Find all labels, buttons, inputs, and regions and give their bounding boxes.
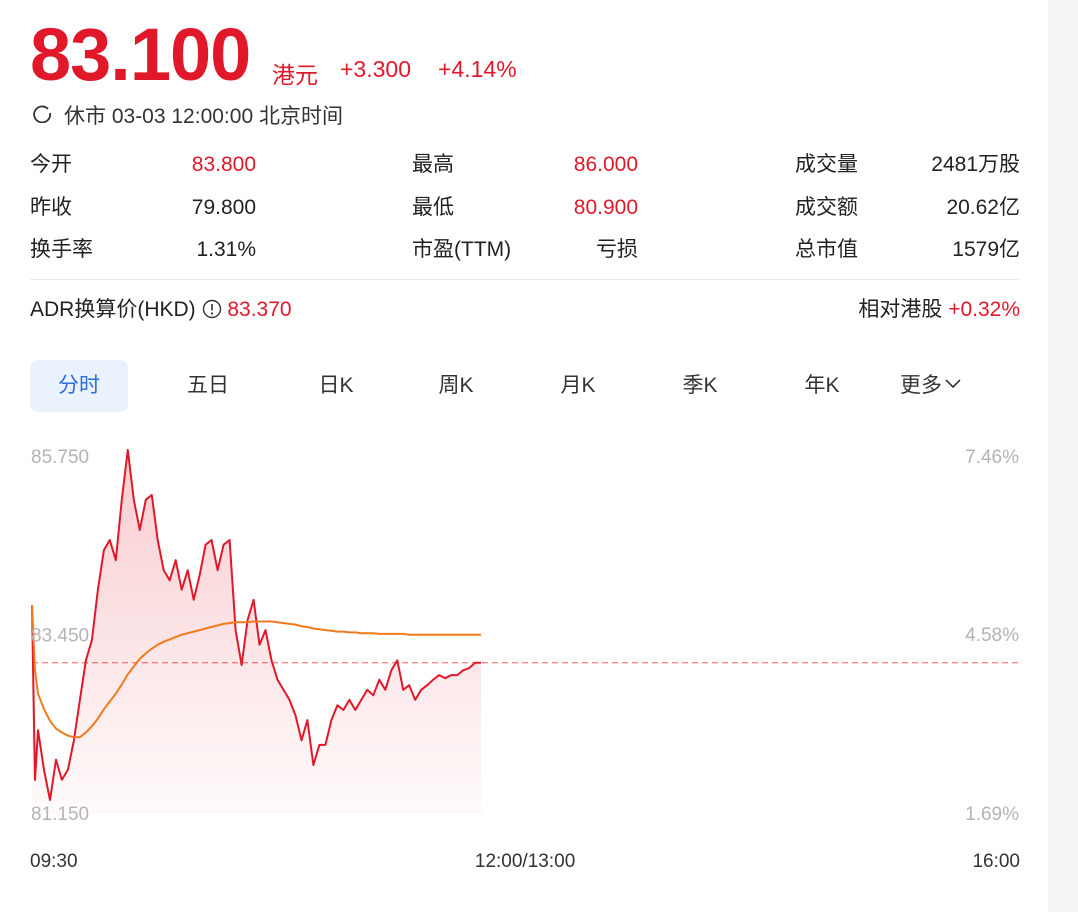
stat-label: 成交量: [795, 153, 858, 176]
adr-label: ADR换算价(HKD): [30, 298, 196, 321]
stat-label: 今开: [30, 153, 72, 176]
relative-value: +0.32%: [948, 298, 1020, 321]
y-tick-label: 85.750: [31, 447, 89, 468]
x-tick-label: 09:30: [30, 851, 78, 872]
stat-label: 最低: [412, 196, 454, 219]
tab[interactable]: 五日: [187, 374, 229, 397]
stat-value: 1579亿: [952, 238, 1020, 261]
relative-row: 相对港股 +0.32%: [858, 296, 1020, 324]
tab-more[interactable]: 更多: [900, 360, 996, 412]
tab[interactable]: 年K: [804, 374, 840, 397]
price-area: [32, 450, 482, 814]
stat-value: 83.800: [191, 153, 256, 176]
stat-value: 2481万股: [931, 153, 1020, 176]
stat-value: 86.000: [573, 153, 638, 176]
status-icon: [33, 105, 51, 123]
intraday-chart: 85.750 83.450 81.150 7.46% 4.58% 1.69% 09:30 12…: [30, 447, 1020, 872]
price-line: [31, 605, 482, 739]
change: +3.300: [340, 56, 411, 82]
x-tick-label: 16:00: [972, 851, 1020, 872]
y2-tick-label: 7.46%: [965, 447, 1019, 468]
relative-label: 相对港股: [858, 298, 943, 321]
stat-label: 最高: [412, 153, 454, 176]
price-line: [31, 449, 482, 801]
change-pct: +4.14%: [438, 56, 517, 82]
adr-row: ADR换算价(HKD) 83.370: [30, 296, 292, 324]
divider: [30, 279, 1020, 280]
stat-value: 亏损: [596, 238, 638, 261]
stat-value: 20.62亿: [946, 196, 1020, 219]
y2-tick-label: 4.58%: [965, 625, 1019, 646]
tab[interactable]: 月K: [560, 374, 596, 397]
tab[interactable]: 更多: [900, 374, 942, 397]
stat-label: 昨收: [30, 196, 72, 219]
market-status: 休市 03-03 12:00:00 北京时间: [64, 105, 343, 128]
y-tick-label: 81.150: [31, 804, 89, 825]
stat-label: 换手率: [30, 238, 93, 261]
x-tick-label: 12:00/13:00: [475, 851, 575, 872]
tab[interactable]: 日K: [318, 374, 354, 397]
stat-label: 总市值: [795, 238, 858, 261]
stat-label: 市盈(TTM): [412, 238, 512, 261]
chevron: [945, 379, 961, 389]
quote-panel: 83.100 港元 +3.300 +4.14% 休市 03-03 12:00:0…: [0, 0, 1048, 912]
stat-value: 80.900: [573, 196, 638, 219]
stat-label: 成交额: [795, 196, 858, 219]
price: 83.100: [30, 13, 251, 96]
adr-value: 83.370: [227, 298, 292, 321]
tab[interactable]: 季K: [682, 374, 718, 397]
stat-value: 79.800: [191, 196, 256, 219]
currency: 港元: [272, 62, 318, 88]
tab[interactable]: 周K: [438, 374, 474, 397]
tab[interactable]: 分时: [30, 360, 128, 412]
info-icon[interactable]: [202, 299, 222, 319]
stat-value: 1.31%: [196, 238, 256, 261]
y-tick-label: 83.450: [31, 626, 89, 647]
y2-tick-label: 1.69%: [965, 804, 1019, 825]
